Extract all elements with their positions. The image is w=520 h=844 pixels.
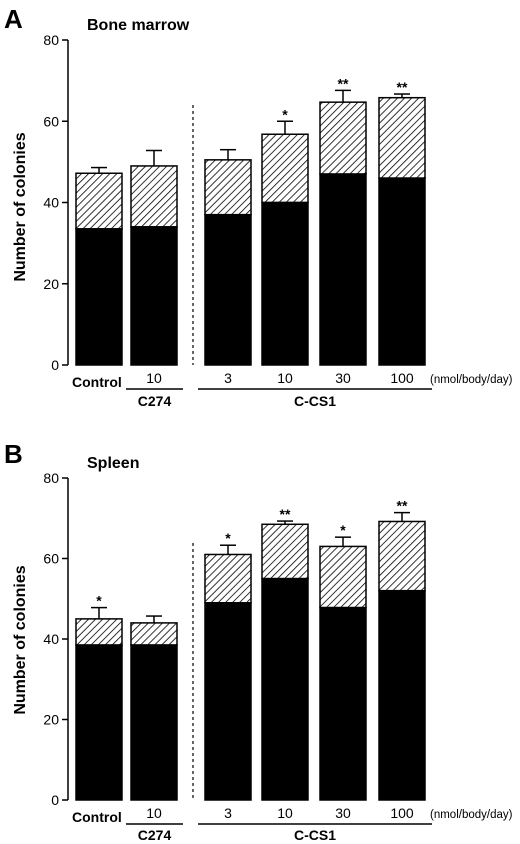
x-category-label: 3 <box>224 370 232 386</box>
bar-solid <box>75 644 123 801</box>
significance-marker: * <box>225 530 231 546</box>
significance-marker: ** <box>397 79 408 95</box>
y-axis-label: Number of colonies <box>12 565 29 714</box>
bar-solid <box>378 177 426 366</box>
y-tick-label: 0 <box>51 357 59 373</box>
y-tick-label: 20 <box>43 276 59 292</box>
y-tick-label: 0 <box>51 792 59 808</box>
y-tick-label: 40 <box>43 195 59 211</box>
bar-hatched <box>319 545 367 609</box>
significance-marker: ** <box>280 506 291 522</box>
bar-solid <box>319 606 367 801</box>
chart-panel-a: A Bone marrow 0 20 40 60 80 Number of colonies C… <box>4 4 513 409</box>
x-category-label: Control <box>72 809 122 825</box>
panel-letter: A <box>4 4 23 34</box>
x-category-label: 3 <box>224 805 232 821</box>
bar-hatched <box>378 96 426 179</box>
y-tick-label: 60 <box>43 551 59 567</box>
bar-solid <box>204 602 252 801</box>
bar-hatched <box>204 553 252 604</box>
x-category-label: 10 <box>277 370 293 386</box>
y-axis-label: Number of colonies <box>12 132 29 281</box>
y-tick-label: 80 <box>43 32 59 48</box>
x-category-label: 10 <box>146 805 162 821</box>
x-category-label: 100 <box>390 370 414 386</box>
bar-solid <box>261 201 309 366</box>
bar-hatched <box>204 159 252 216</box>
x-category-label: 30 <box>335 805 351 821</box>
significance-marker: ** <box>338 75 349 91</box>
unit-label: (nmol/body/day) <box>430 374 513 386</box>
bar-hatched <box>378 520 426 592</box>
bar-solid <box>261 577 309 801</box>
panel-title: Bone marrow <box>87 17 190 34</box>
bar-solid <box>75 228 123 366</box>
y-tick-label: 80 <box>43 470 59 486</box>
significance-marker: * <box>282 106 288 122</box>
x-category-label: 30 <box>335 370 351 386</box>
bar-hatched <box>75 172 123 230</box>
group-label: C274 <box>138 827 172 843</box>
group-label: C-CS1 <box>294 393 336 409</box>
bar-hatched <box>75 618 123 646</box>
panel-title: Spleen <box>87 455 139 472</box>
significance-marker: * <box>96 593 102 609</box>
unit-label: (nmol/body/day) <box>430 809 513 821</box>
significance-marker: ** <box>397 498 408 514</box>
x-category-label: 10 <box>277 805 293 821</box>
x-category-label: 100 <box>390 805 414 821</box>
bar-solid <box>130 644 178 801</box>
bar-hatched <box>261 523 309 580</box>
bar-hatched <box>130 622 178 646</box>
bar-solid <box>204 213 252 366</box>
group-label: C274 <box>138 393 172 409</box>
y-tick-label: 60 <box>43 113 59 129</box>
bar-hatched <box>261 133 309 204</box>
group-label: C-CS1 <box>294 827 336 843</box>
bar-solid <box>130 226 178 366</box>
bar-hatched <box>319 101 367 175</box>
y-tick-label: 20 <box>43 712 59 728</box>
chart-panel-b: B Spleen 0 20 40 60 80 Number of colonies * Contr… <box>4 439 513 843</box>
x-category-label: 10 <box>146 370 162 386</box>
panel-letter: B <box>4 439 23 469</box>
x-category-label: Control <box>72 374 122 390</box>
significance-marker: * <box>340 522 346 538</box>
y-tick-label: 40 <box>43 631 59 647</box>
bar-solid <box>319 173 367 366</box>
bar-solid <box>378 589 426 801</box>
bar-hatched <box>130 165 178 228</box>
